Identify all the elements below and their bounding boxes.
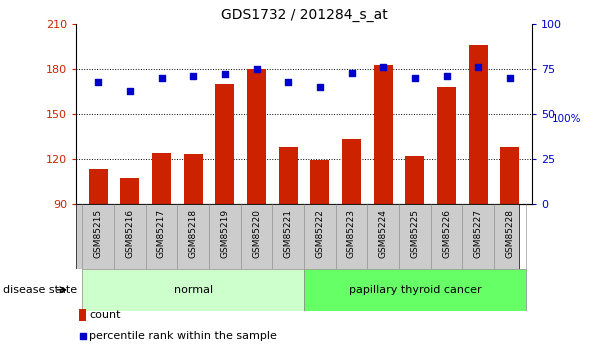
Point bbox=[157, 75, 167, 81]
Point bbox=[252, 66, 261, 72]
Point bbox=[283, 79, 293, 84]
Text: GSM85217: GSM85217 bbox=[157, 209, 166, 258]
Bar bbox=[374, 65, 393, 204]
Bar bbox=[342, 139, 361, 204]
Text: GSM85223: GSM85223 bbox=[347, 209, 356, 258]
Point bbox=[78, 333, 88, 339]
Point bbox=[125, 88, 135, 93]
Text: normal: normal bbox=[174, 285, 213, 295]
Bar bbox=[500, 147, 519, 204]
Text: percentile rank within the sample: percentile rank within the sample bbox=[89, 331, 277, 341]
Text: GSM85220: GSM85220 bbox=[252, 209, 261, 258]
Bar bbox=[82, 269, 304, 310]
Text: GSM85226: GSM85226 bbox=[442, 209, 451, 258]
Bar bbox=[406, 156, 424, 204]
Bar bbox=[469, 45, 488, 204]
Text: disease state: disease state bbox=[3, 285, 77, 295]
Point bbox=[473, 65, 483, 70]
Bar bbox=[247, 69, 266, 204]
Point bbox=[315, 84, 325, 90]
Text: GSM85221: GSM85221 bbox=[284, 209, 292, 258]
Point bbox=[347, 70, 356, 75]
Point bbox=[505, 75, 515, 81]
Text: GSM85216: GSM85216 bbox=[125, 209, 134, 258]
Text: GSM85224: GSM85224 bbox=[379, 209, 388, 258]
Text: GSM85219: GSM85219 bbox=[220, 209, 229, 258]
Point bbox=[441, 73, 451, 79]
Text: GSM85218: GSM85218 bbox=[188, 209, 198, 258]
Bar bbox=[215, 84, 234, 204]
Text: GSM85228: GSM85228 bbox=[505, 209, 514, 258]
Text: GSM85227: GSM85227 bbox=[474, 209, 483, 258]
Bar bbox=[184, 154, 202, 204]
Y-axis label: 100%: 100% bbox=[551, 114, 581, 124]
Bar bbox=[304, 269, 526, 310]
Text: count: count bbox=[89, 310, 121, 320]
Point bbox=[188, 73, 198, 79]
Text: GSM85225: GSM85225 bbox=[410, 209, 420, 258]
Bar bbox=[310, 160, 330, 204]
Text: GSM85222: GSM85222 bbox=[316, 209, 324, 258]
Bar bbox=[120, 178, 139, 204]
Bar bbox=[79, 308, 86, 321]
Bar bbox=[89, 169, 108, 204]
Point bbox=[220, 72, 230, 77]
Point bbox=[93, 79, 103, 84]
Bar bbox=[437, 87, 456, 204]
Text: GSM85215: GSM85215 bbox=[94, 209, 103, 258]
Title: GDS1732 / 201284_s_at: GDS1732 / 201284_s_at bbox=[221, 8, 387, 22]
Point bbox=[410, 75, 420, 81]
Point bbox=[378, 65, 388, 70]
Text: papillary thyroid cancer: papillary thyroid cancer bbox=[348, 285, 481, 295]
Bar bbox=[152, 153, 171, 204]
Bar bbox=[278, 147, 298, 204]
